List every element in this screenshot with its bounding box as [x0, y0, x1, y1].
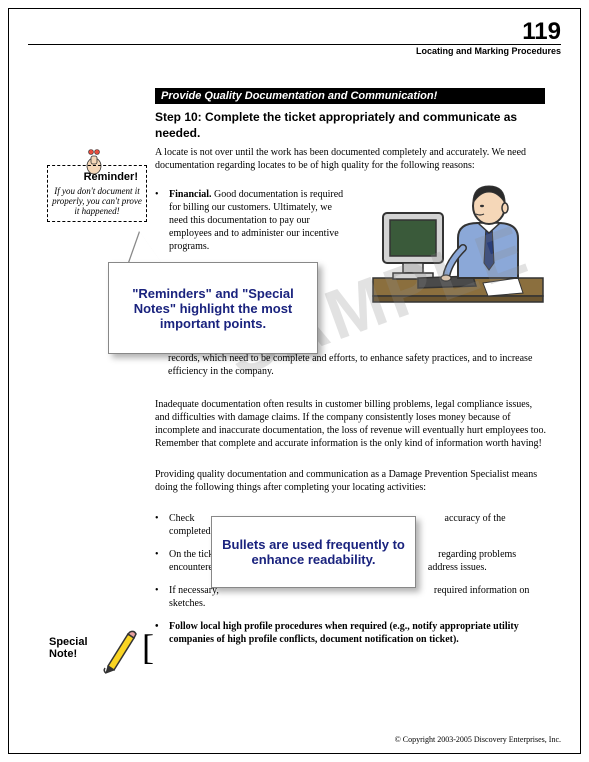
special-note-label: Special Note! [49, 636, 88, 660]
reminder-box: Reminder! If you don't document it prope… [47, 165, 147, 222]
callout-bullets: Bullets are used frequently to enhance r… [211, 516, 416, 588]
page-number: 119 [522, 18, 561, 46]
copyright-text: © Copyright 2003-2005 Discovery Enterpri… [395, 735, 561, 744]
bullet-item-4: Follow local high profile procedures whe… [155, 620, 547, 646]
bullet-financial-label: Financial. [169, 189, 212, 200]
reminder-label: Reminder! [52, 171, 138, 183]
section-title-bar: Provide Quality Documentation and Commun… [155, 88, 545, 104]
intro-paragraph: A locate is not over until the work has … [155, 146, 545, 172]
header-rule [28, 44, 561, 45]
callout1-tail [128, 232, 164, 266]
step-heading: Step 10: Complete the ticket appropriate… [155, 110, 545, 141]
paragraph-records-fragment: records, which need to be complete and e… [168, 352, 546, 378]
desk-worker-illustration [368, 178, 548, 328]
bracket-icon: [ [142, 626, 154, 668]
paragraph-providing: Providing quality documentation and comm… [155, 468, 547, 494]
pencil-icon [100, 626, 138, 674]
reminder-text: If you don't document it properly, you c… [52, 186, 142, 216]
bullet-financial: Financial. Good documentation is require… [155, 188, 350, 253]
callout-reminders: "Reminders" and "Special Notes" highligh… [108, 262, 318, 354]
paragraph-inadequate: Inadequate documentation often results i… [155, 398, 547, 450]
header-subtitle: Locating and Marking Procedures [416, 46, 561, 56]
